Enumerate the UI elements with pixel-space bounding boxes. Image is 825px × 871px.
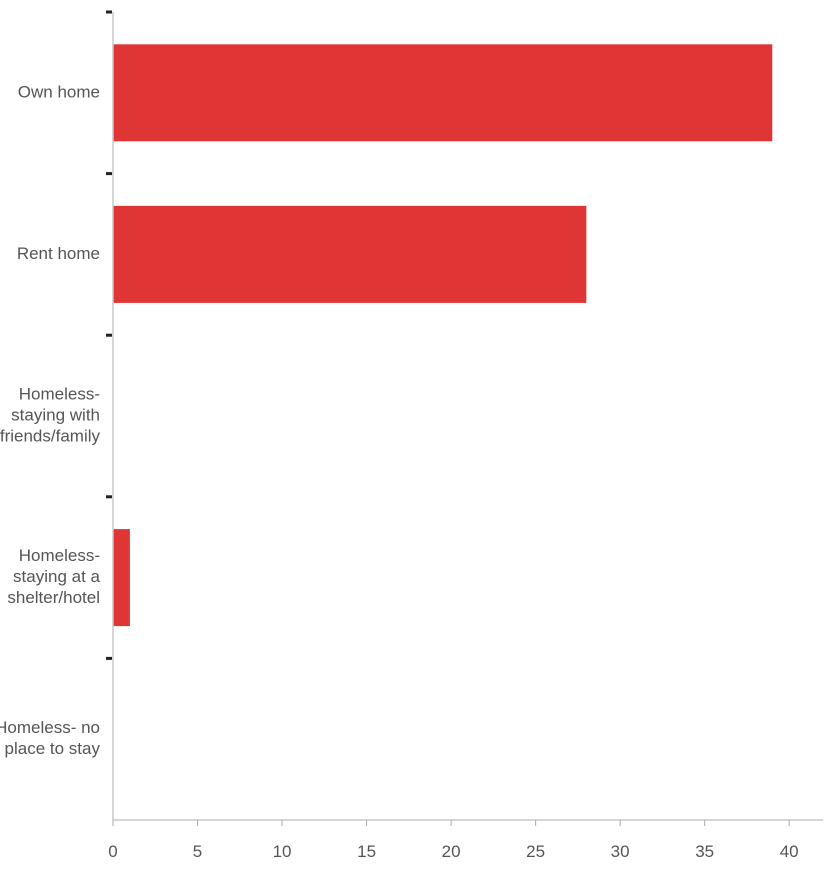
bar-1 — [113, 44, 773, 142]
category-label-line: staying with — [11, 405, 100, 424]
x-tick-label: 10 — [273, 842, 292, 861]
x-tick-label: 5 — [193, 842, 202, 861]
category-label-line: Rent home — [17, 244, 100, 263]
category-label-line: friends/family — [0, 426, 101, 445]
category-label-line: Homeless- no — [0, 718, 100, 737]
category-label-line: staying at a — [13, 567, 100, 586]
category-label: Homeless- no place to stay — [0, 718, 100, 758]
category-label-line: place to stay — [5, 739, 101, 758]
x-tick-label: 30 — [611, 842, 630, 861]
x-tick-labels-group: 0 5 10 15 20 25 30 35 40 — [108, 842, 798, 861]
x-ticks-group — [112, 820, 790, 826]
x-tick-label: 35 — [695, 842, 714, 861]
x-tick-label: 20 — [442, 842, 461, 861]
x-tick-label: 0 — [108, 842, 117, 861]
category-label: Own home — [18, 82, 100, 101]
bar-2 — [113, 205, 587, 303]
category-label-line: Homeless- — [19, 546, 100, 565]
x-tick-label: 40 — [780, 842, 799, 861]
category-label-line: Homeless- — [19, 384, 100, 403]
x-tick-label: 15 — [357, 842, 376, 861]
category-labels-group: Own home Rent home Homeless-staying with fr… — [0, 82, 101, 758]
category-label-line: shelter/hotel — [7, 588, 100, 607]
category-label: Rent home — [17, 244, 100, 263]
category-label: Homeless-staying at a shelter/hotel — [7, 546, 100, 607]
bar-4 — [113, 529, 130, 627]
category-label: Homeless-staying with friends/family — [0, 384, 101, 445]
category-label-line: Own home — [18, 82, 100, 101]
bars-group — [113, 44, 773, 627]
x-tick-label: 25 — [526, 842, 545, 861]
category-ticks-group — [106, 10, 112, 660]
